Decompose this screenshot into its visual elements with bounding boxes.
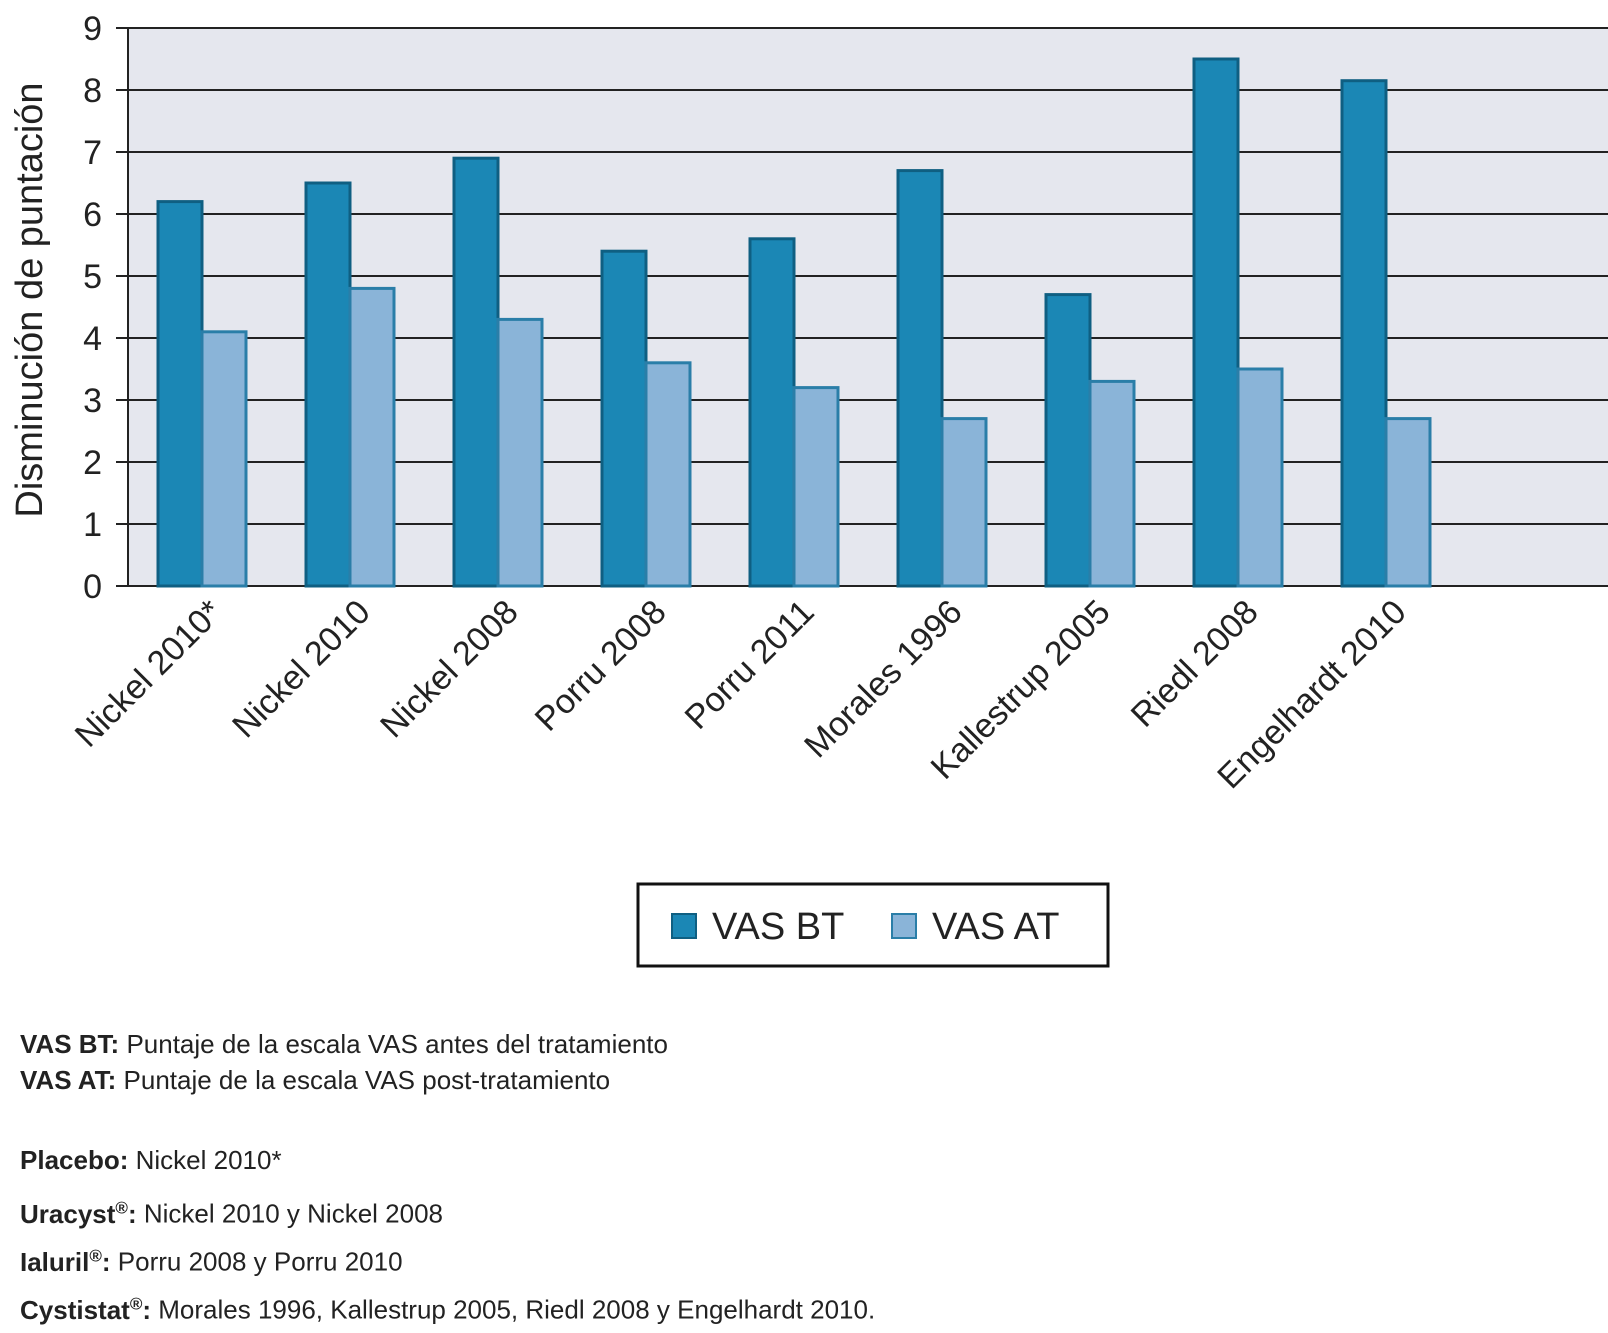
x-tick-label: Nickel 2010*: [68, 593, 230, 755]
chart: Disminución de puntación 0 1 2 3 4 5 6 7 8 9 Nicke…: [9, 10, 1608, 968]
definition: VAS AT: Puntaje de la escala VAS post-tr…: [20, 1062, 875, 1098]
y-tick-label: 1: [83, 506, 102, 544]
y-tick-label: 3: [83, 382, 102, 420]
x-tick-label: Porru 2011: [678, 593, 822, 737]
y-tick-label: 0: [83, 568, 102, 606]
y-tick-label: 5: [83, 258, 102, 296]
term-block: Ialuril®:: [20, 1246, 111, 1277]
group: Cystistat®: Morales 1996, Kallestrup 200…: [20, 1280, 875, 1328]
bar: [1236, 367, 1284, 588]
y-tick-label: 2: [83, 444, 102, 482]
term: Cystistat: [20, 1294, 130, 1325]
bar: [1088, 379, 1136, 588]
bar: [304, 181, 352, 588]
bar: [748, 237, 796, 588]
term: Uracyst: [20, 1198, 116, 1229]
group-text: Morales 1996, Kallestrup 2005, Riedl 200…: [158, 1294, 876, 1325]
y-axis-title: Disminución de puntación: [9, 82, 51, 517]
bar: [1340, 79, 1388, 588]
group-text: Porru 2008 y Porru 2010: [117, 1246, 403, 1277]
legend-label: VAS AT: [932, 906, 1059, 948]
colon: :: [142, 1294, 152, 1325]
bar: [156, 200, 204, 588]
definition: VAS BT: Puntaje de la escala VAS antes d…: [20, 1026, 875, 1062]
bar: [348, 286, 396, 588]
legend: VAS BT VAS AT: [636, 882, 1110, 968]
registered-mark: ®: [115, 1198, 128, 1217]
y-tick-label: 9: [83, 10, 102, 48]
term: Ialuril: [20, 1246, 90, 1277]
term-block: Cystistat®:: [20, 1294, 152, 1325]
spacer: [20, 1098, 875, 1136]
legend-swatch: [671, 913, 697, 939]
bar: [896, 169, 944, 588]
group: Uracyst®: Nickel 2010 y Nickel 2008: [20, 1184, 875, 1232]
bar: [792, 386, 840, 588]
colon: :: [101, 1246, 111, 1277]
group: Ialuril®: Porru 2008 y Porru 2010: [20, 1232, 875, 1280]
definition-text: Puntaje de la escala VAS post-tratamient…: [123, 1065, 611, 1095]
term: Placebo: [20, 1145, 120, 1175]
group: Placebo: Nickel 2010*: [20, 1136, 875, 1184]
group-text: Nickel 2010 y Nickel 2008: [143, 1198, 443, 1229]
y-tick-label: 4: [83, 320, 102, 358]
bar: [600, 249, 648, 588]
legend-swatch: [891, 913, 917, 939]
bar: [200, 330, 248, 588]
y-tick-label: 8: [83, 72, 102, 110]
x-tick-label: Porru 2008: [528, 593, 674, 739]
bar: [452, 156, 500, 588]
term-block: Placebo:: [20, 1145, 128, 1175]
notes: VAS BT: Puntaje de la escala VAS antes d…: [20, 1026, 875, 1328]
term: VAS AT:: [20, 1065, 117, 1095]
bar: [496, 317, 544, 588]
colon: :: [119, 1145, 129, 1175]
x-tick-label: Nickel 2010: [225, 593, 377, 745]
group-text: Nickel 2010*: [135, 1145, 282, 1175]
definition-text: Puntaje de la escala VAS antes del trata…: [126, 1029, 668, 1059]
registered-mark: ®: [89, 1246, 102, 1265]
bar: [1044, 293, 1092, 588]
bar: [644, 361, 692, 588]
term: VAS BT:: [20, 1029, 120, 1059]
bar: [1384, 417, 1432, 588]
colon: :: [127, 1198, 137, 1229]
legend-label: VAS BT: [712, 906, 844, 948]
registered-mark: ®: [129, 1294, 143, 1313]
y-tick-label: 7: [83, 134, 102, 172]
bar: [1192, 57, 1240, 588]
x-tick-label: Nickel 2008: [373, 593, 525, 745]
y-tick-label: 6: [83, 196, 102, 234]
legend-box: [636, 882, 1110, 968]
bar: [940, 417, 988, 588]
x-tick-label: Riedl 2008: [1124, 593, 1266, 735]
term-block: Uracyst®:: [20, 1198, 137, 1229]
